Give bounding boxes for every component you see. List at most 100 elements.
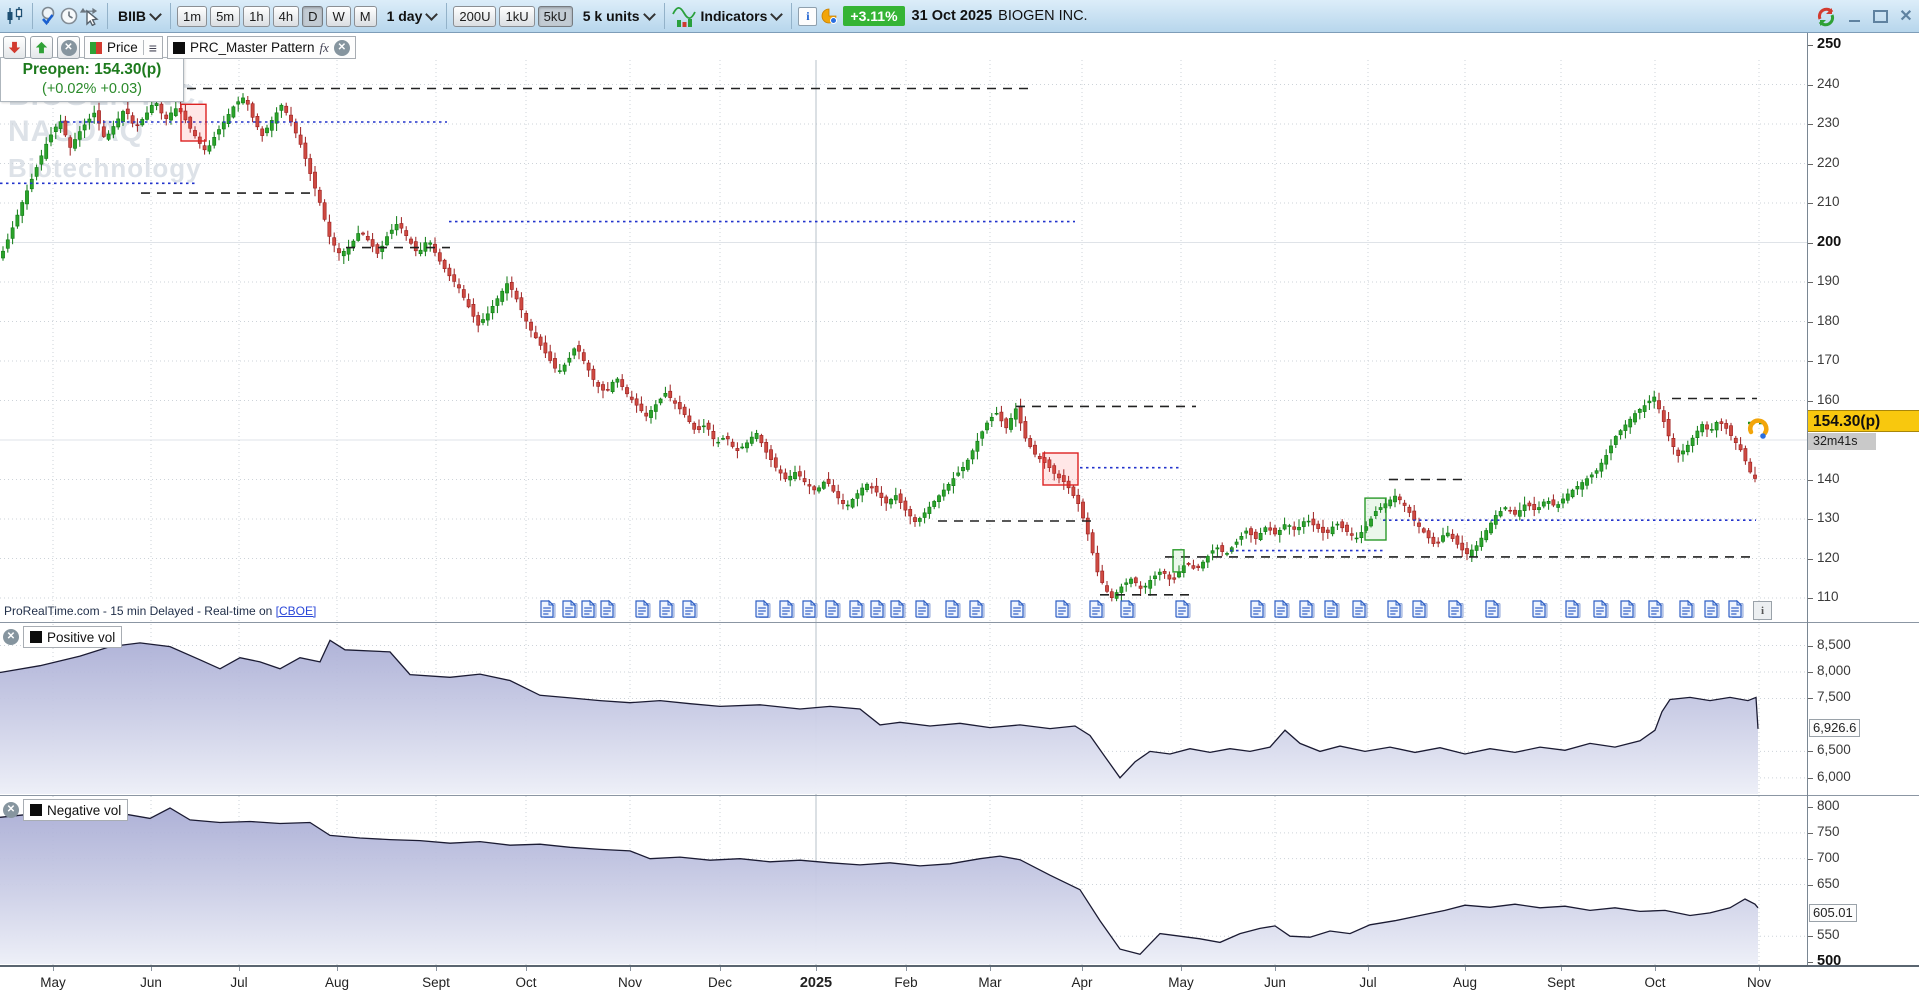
- symbol-dropdown[interactable]: BIIB: [114, 7, 164, 24]
- news-icon[interactable]: [1727, 599, 1745, 619]
- news-icon[interactable]: [681, 599, 699, 619]
- news-icon[interactable]: [1592, 599, 1610, 619]
- news-info-icon[interactable]: i: [1753, 601, 1772, 620]
- news-icon[interactable]: [824, 599, 842, 619]
- news-icon[interactable]: [801, 599, 819, 619]
- chart-canvas[interactable]: [0, 0, 1808, 997]
- toolbar-separator: [107, 3, 108, 29]
- minimize-button[interactable]: [1844, 7, 1864, 27]
- news-icon[interactable]: [1386, 599, 1404, 619]
- news-icon[interactable]: [1484, 599, 1502, 619]
- time-axis-label: May: [40, 975, 66, 990]
- tick-mark: [1808, 884, 1813, 886]
- toolbar-separator: [446, 3, 448, 29]
- negative-vol-tick-label: 750: [1817, 823, 1840, 839]
- news-icon[interactable]: [539, 599, 557, 619]
- refresh-icon[interactable]: [1814, 5, 1838, 29]
- chevron-down-icon: [149, 7, 162, 21]
- period-dropdown[interactable]: 1 day: [383, 7, 441, 24]
- news-icon[interactable]: [1119, 599, 1137, 619]
- timeframe-button-4h[interactable]: 4h: [272, 5, 300, 27]
- period-label: 1 day: [386, 8, 423, 24]
- session-gauge-icon[interactable]: [820, 7, 838, 25]
- news-icon[interactable]: [889, 599, 907, 619]
- attribution-link[interactable]: [CBOE]: [275, 604, 317, 618]
- news-icon[interactable]: [1703, 599, 1721, 619]
- price-tab[interactable]: Price ≡: [84, 36, 163, 59]
- indicator-close-icon[interactable]: ✕: [333, 39, 350, 56]
- chevron-down-icon: [770, 7, 784, 21]
- news-icon[interactable]: [1531, 599, 1549, 619]
- maximize-button[interactable]: [1870, 7, 1890, 27]
- time-axis[interactable]: May Jun Jul Aug Sept Oct Nov Dec 2025 Feb Mar Apr Ma…: [0, 965, 1919, 997]
- time-axis-label: Oct: [1644, 975, 1666, 990]
- scroll-up-button[interactable]: [30, 36, 53, 59]
- news-icon[interactable]: [580, 599, 598, 619]
- news-icon[interactable]: [1009, 599, 1027, 619]
- news-icon[interactable]: [1447, 599, 1465, 619]
- unit-button-200U[interactable]: 200U: [453, 5, 497, 27]
- clock-icon[interactable]: [59, 6, 79, 26]
- news-icon[interactable]: [778, 599, 796, 619]
- chart-style-candlestick-icon[interactable]: [4, 7, 26, 25]
- positive-vol-tick-label: 7,500: [1817, 689, 1851, 705]
- time-axis-label: Jun: [1264, 975, 1286, 990]
- timeframe-button-5m[interactable]: 5m: [210, 5, 241, 27]
- indicator-tab[interactable]: PRC_Master Pattern fx ✕: [166, 36, 356, 59]
- news-icon[interactable]: [599, 599, 617, 619]
- panel-separator[interactable]: [0, 795, 1919, 796]
- units-dropdown[interactable]: 5 k units: [579, 7, 658, 24]
- news-icon[interactable]: [1249, 599, 1267, 619]
- negative-vol-label-box[interactable]: Negative vol: [23, 799, 129, 821]
- news-icon[interactable]: [561, 599, 579, 619]
- scroll-down-button[interactable]: [3, 36, 26, 59]
- close-pane-button[interactable]: ✕: [57, 36, 80, 59]
- news-icon[interactable]: [968, 599, 986, 619]
- news-icon[interactable]: [1298, 599, 1316, 619]
- news-icon[interactable]: [634, 599, 652, 619]
- cursor-pan-icon[interactable]: [79, 6, 101, 26]
- news-icon[interactable]: [869, 599, 887, 619]
- news-icon[interactable]: [1411, 599, 1429, 619]
- news-icon[interactable]: [1351, 599, 1369, 619]
- news-icon[interactable]: [754, 599, 772, 619]
- zoom-check-icon[interactable]: [39, 5, 59, 27]
- fx-icon[interactable]: fx: [319, 39, 329, 55]
- news-icon[interactable]: [1174, 599, 1192, 619]
- news-icon[interactable]: [1678, 599, 1696, 619]
- negative-vol-close-icon[interactable]: ✕: [3, 802, 19, 818]
- unit-button-1kU[interactable]: 1kU: [499, 5, 535, 27]
- positive-vol-close-icon[interactable]: ✕: [3, 629, 19, 645]
- news-icon[interactable]: [1647, 599, 1665, 619]
- tick-mark: [1808, 519, 1813, 520]
- panel-separator[interactable]: [0, 622, 1919, 623]
- alert-dot-icon: [1760, 433, 1766, 439]
- positive-vol-label-box[interactable]: Positive vol: [23, 626, 123, 648]
- timeframe-button-W[interactable]: W: [326, 5, 351, 27]
- news-icon[interactable]: [848, 599, 866, 619]
- price-tick-label: 170: [1817, 352, 1840, 367]
- last-price-markers: [1748, 418, 1770, 439]
- news-icon[interactable]: [1088, 599, 1106, 619]
- tick-mark: [1275, 967, 1276, 971]
- news-icon[interactable]: [1619, 599, 1637, 619]
- news-icon[interactable]: [1323, 599, 1341, 619]
- list-icon[interactable]: ≡: [148, 39, 157, 56]
- news-icon[interactable]: [914, 599, 932, 619]
- price-axis[interactable]: 250 240 230 220 210 200 190 180 170 160 140 130 120 1…: [1808, 33, 1919, 969]
- close-button[interactable]: ✕: [1899, 7, 1913, 25]
- timeframe-button-D[interactable]: D: [302, 5, 324, 27]
- timeframe-button-1m[interactable]: 1m: [177, 5, 208, 27]
- news-icon[interactable]: [944, 599, 962, 619]
- news-icon[interactable]: [658, 599, 676, 619]
- news-icon[interactable]: [1564, 599, 1582, 619]
- news-icon[interactable]: [1054, 599, 1072, 619]
- timeframe-button-1h[interactable]: 1h: [243, 5, 270, 27]
- info-icon[interactable]: i: [798, 6, 818, 26]
- timeframe-button-M[interactable]: M: [353, 5, 377, 27]
- unit-button-5kU[interactable]: 5kU: [537, 5, 573, 27]
- time-axis-label: Jun: [140, 975, 162, 990]
- news-icon[interactable]: [1273, 599, 1291, 619]
- tick-mark: [1808, 858, 1813, 860]
- indicators-dropdown[interactable]: Indicators: [697, 7, 786, 24]
